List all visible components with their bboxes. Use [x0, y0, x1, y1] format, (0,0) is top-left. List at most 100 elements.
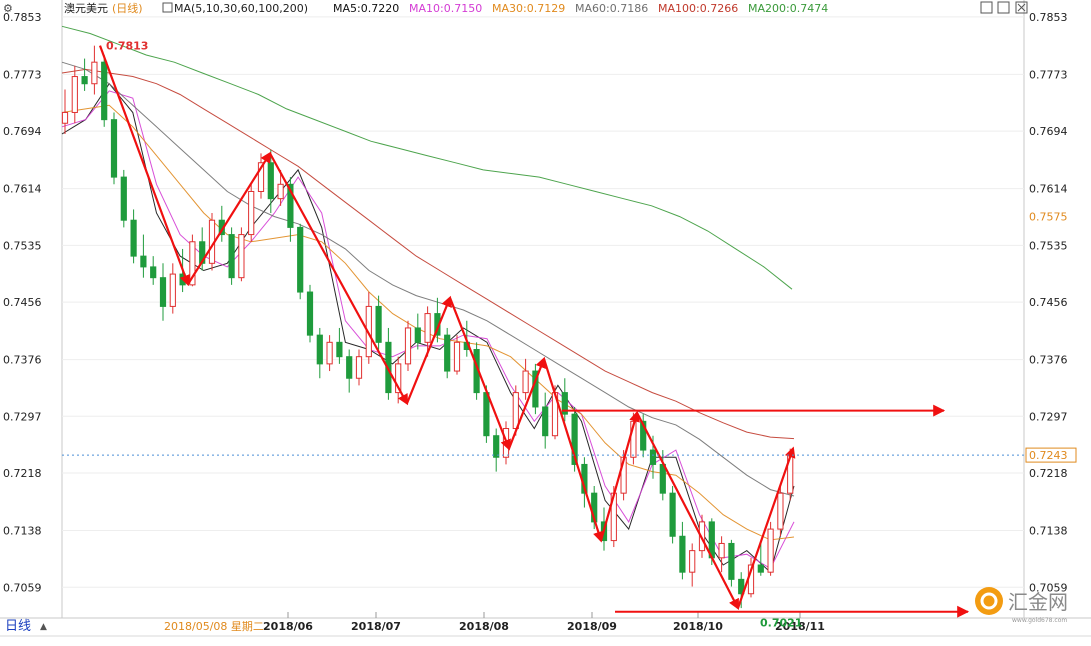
indicator-checkbox-icon[interactable]: [162, 2, 173, 13]
cursor-date: 2018/05/08 星期二: [164, 620, 264, 633]
y-tick-label-left: 0.7535: [3, 239, 42, 252]
candle-down: [649, 449, 657, 465]
candle-down: [542, 406, 549, 437]
candle-down: [130, 219, 137, 257]
current-price-line: 0.7575 0.7243: [62, 211, 1077, 463]
gridlines: [62, 16, 1024, 588]
candle-down: [316, 334, 323, 365]
y-tick-label-left: 0.7773: [3, 68, 42, 81]
price-annotations: 0.7813 0.7021: [106, 40, 802, 630]
candle-up: [71, 76, 78, 113]
candle-down: [375, 305, 382, 343]
zigzag-segment-arrow: [269, 152, 409, 406]
candle-up: [169, 273, 176, 307]
period-label: (日线): [112, 1, 143, 15]
restore-icon[interactable]: [980, 1, 993, 14]
zigzag-segment-arrow: [507, 356, 546, 450]
candle-down: [336, 341, 343, 358]
ma-line-ma100: [61, 68, 795, 440]
y-tick-label-left: 0.7614: [3, 183, 42, 196]
symbol-label: 澳元美元: [64, 2, 108, 15]
candle-up: [189, 241, 196, 286]
candle-down: [81, 76, 88, 85]
candle-down: [483, 392, 490, 437]
y-tick-label-right: 0.7297: [1029, 410, 1068, 423]
right-axis-price-tag: 0.7575: [1029, 211, 1068, 224]
y-tick-label-left: 0.7456: [3, 296, 42, 309]
y-tick-label-right: 0.7138: [1029, 525, 1068, 538]
candle-down: [493, 435, 500, 458]
x-tick-label: 2018/09: [567, 620, 617, 633]
ma-value-label: MA60:0.7186: [575, 2, 648, 15]
zigzag-segment-arrow: [636, 412, 740, 611]
candle-down: [346, 356, 353, 379]
right-axis-price-tag: 0.7243: [1029, 449, 1068, 462]
candle-up: [453, 341, 461, 372]
x-tick-label: 2018/11: [775, 620, 825, 633]
ma-value-label: MA5:0.7220: [333, 2, 399, 15]
x-tick-label: 2018/08: [459, 620, 509, 633]
y-tick-label-left: 0.7853: [3, 11, 42, 24]
candle-down: [679, 535, 686, 573]
window-controls: [980, 1, 1028, 14]
y-tick-label-left: 0.7297: [3, 410, 42, 423]
y-tick-label-left: 0.7059: [3, 581, 42, 594]
y-tick-label-left: 0.7376: [3, 354, 42, 367]
x-axis: 2018/06 2018/07 2018/08 2018/09 2018/10 2018/…: [263, 612, 825, 633]
candle-down: [640, 420, 647, 451]
maximize-icon[interactable]: [997, 1, 1010, 14]
y-tick-label-left: 0.7694: [3, 125, 42, 138]
high-annotation: 0.7813: [106, 40, 148, 53]
candle-down: [728, 542, 735, 580]
candle-up: [777, 492, 784, 530]
x-tick-label: 2018/06: [263, 620, 313, 633]
candle-down: [140, 255, 147, 268]
y-axis-left: 0.7853 0.7773 0.7694 0.7614 0.7535 0.7456 0.73…: [3, 11, 42, 594]
candle-up: [767, 528, 774, 573]
y-tick-label-right: 0.7059: [1029, 581, 1068, 594]
candle-down: [101, 61, 108, 121]
candle-up: [404, 327, 412, 365]
y-tick-label-left: 0.7218: [3, 467, 42, 480]
close-icon-stroke-b: [1017, 3, 1026, 12]
x-tick-label: 2018/07: [351, 620, 401, 633]
y-tick-label-right: 0.7853: [1029, 11, 1068, 24]
ma-spec-label: MA(5,10,30,60,100,200): [174, 2, 308, 15]
candle-down: [120, 176, 127, 221]
horizontal-levels: [562, 404, 970, 618]
candle-up: [61, 111, 69, 124]
candle-up: [522, 370, 529, 394]
zigzag-segment-arrow: [736, 446, 796, 609]
watermark-logo-ring: [980, 592, 998, 610]
zigzag-segment-arrow: [98, 45, 191, 287]
bottom-bar: 日线 ▲ 2018/05/08 星期二: [5, 619, 264, 634]
watermark-logo-icon: [975, 587, 1003, 615]
ma-value-label: MA10:0.7150: [409, 2, 482, 15]
candle-up: [718, 542, 725, 559]
candle-up: [326, 341, 333, 365]
period-dropdown-icon[interactable]: ▲: [40, 622, 47, 632]
y-tick-label-right: 0.7456: [1029, 296, 1068, 309]
close-icon[interactable]: [1015, 1, 1028, 14]
candle-down: [444, 334, 451, 372]
zigzag-segment-arrow: [542, 358, 604, 543]
zigzag-segment-arrow: [599, 410, 640, 541]
candle-down: [150, 266, 157, 279]
settings-icon[interactable]: ⚙: [3, 2, 13, 15]
candle-down: [306, 291, 314, 336]
y-tick-label-right: 0.7614: [1029, 183, 1068, 196]
period-button[interactable]: 日线: [5, 619, 31, 634]
candle-up: [689, 550, 696, 573]
y-axis-right: 0.7853 0.7773 0.7694 0.7614 0.7535 0.7456 0.73…: [1029, 11, 1068, 594]
x-tick-label: 2018/10: [673, 620, 723, 633]
ma-value-labels: MA5:0.7220 MA10:0.7150 MA30:0.7129 MA60:0.7…: [333, 2, 828, 15]
candle-down: [571, 413, 578, 465]
candle-up: [512, 392, 519, 430]
ma-value-label: MA30:0.7129: [492, 2, 565, 15]
candle-down: [669, 492, 676, 537]
y-tick-label-right: 0.7218: [1029, 467, 1068, 480]
chart-header: ⚙ 澳元美元 (日线) MA(5,10,30,60,100,200) MA5:0…: [3, 1, 1028, 15]
